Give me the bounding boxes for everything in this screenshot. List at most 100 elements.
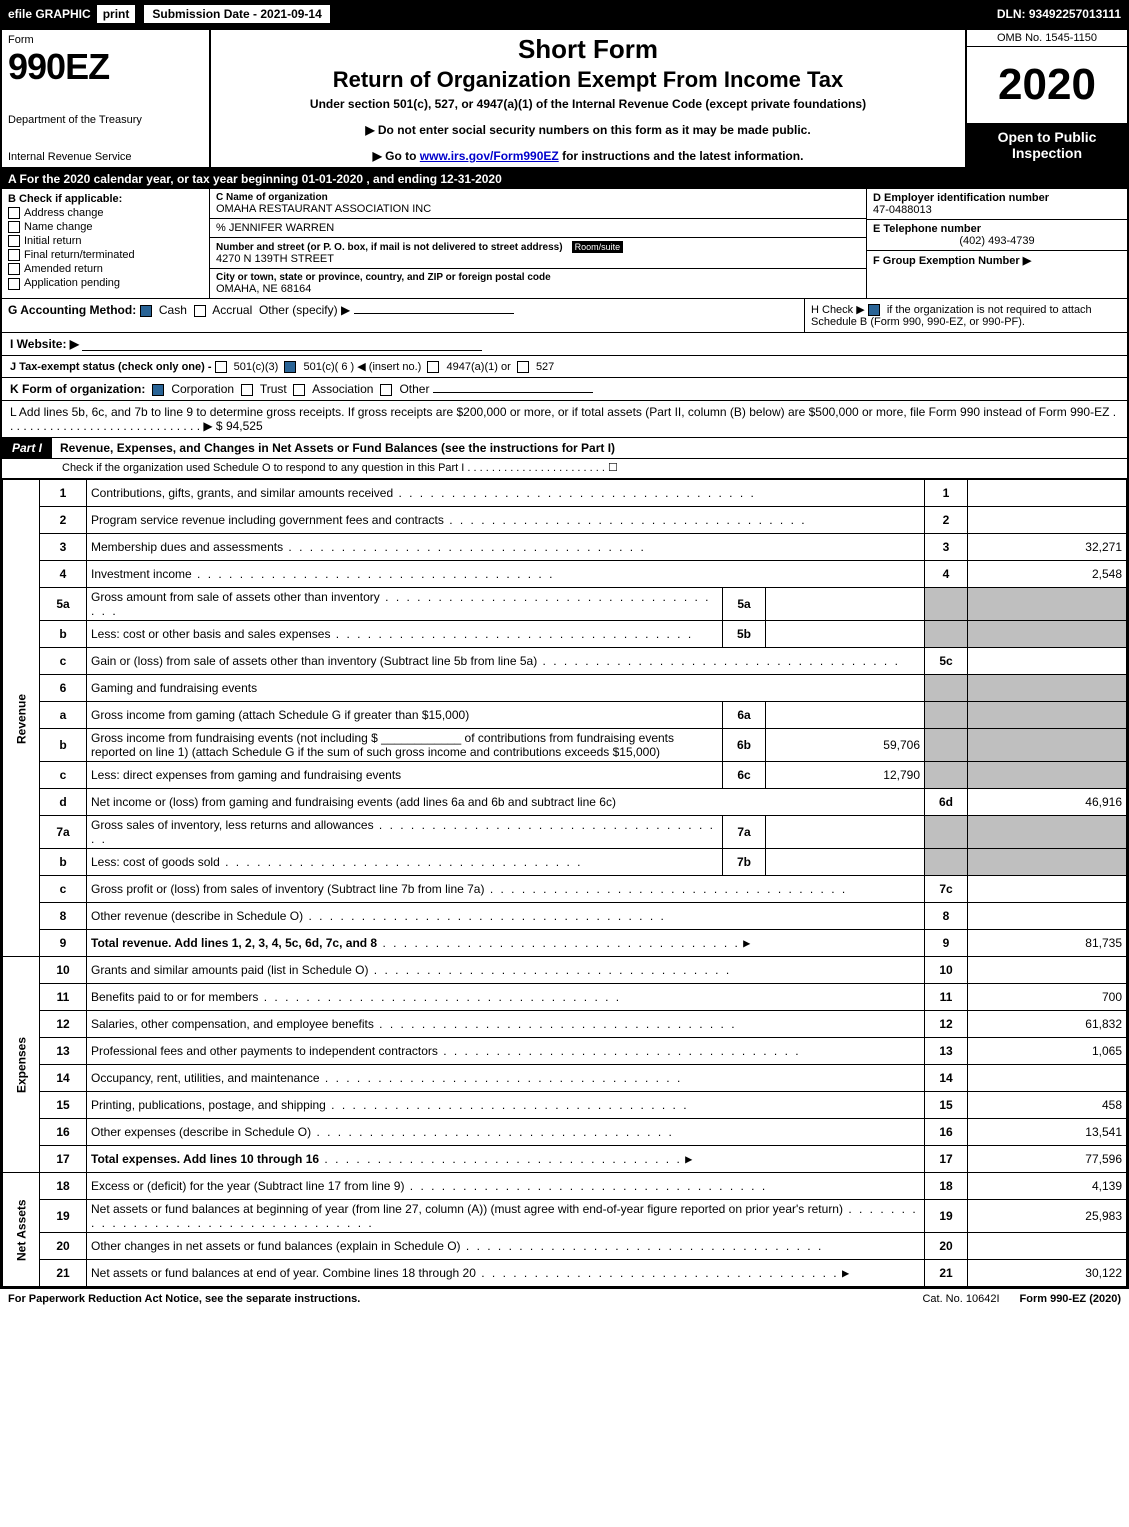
grey-cell	[925, 849, 968, 876]
checkbox-name-change[interactable]	[8, 221, 20, 233]
section-k: K Form of organization: Corporation Trus…	[2, 378, 1127, 401]
line-rnum: 3	[925, 534, 968, 561]
website-label: I Website: ▶	[10, 337, 79, 351]
irs-link[interactable]: www.irs.gov/Form990EZ	[420, 149, 559, 163]
line-num: 11	[40, 984, 87, 1011]
print-button[interactable]: print	[97, 5, 136, 23]
checkbox-501c[interactable]	[284, 361, 296, 373]
line-amount: 458	[968, 1092, 1127, 1119]
website-input[interactable]	[82, 338, 482, 351]
line-rnum: 7c	[925, 876, 968, 903]
line-num: c	[40, 762, 87, 789]
checkbox-527[interactable]	[517, 361, 529, 373]
phone-label: E Telephone number	[873, 223, 1121, 235]
line-desc: Net assets or fund balances at beginning…	[91, 1202, 843, 1216]
part-i-title: Revenue, Expenses, and Changes in Net As…	[60, 441, 1127, 455]
checkbox-trust[interactable]	[241, 384, 253, 396]
line-num: b	[40, 849, 87, 876]
line-num: 3	[40, 534, 87, 561]
title-short-form: Short Form	[219, 34, 957, 65]
line-desc: Total expenses. Add lines 10 through 16	[91, 1152, 319, 1166]
line-num: b	[40, 729, 87, 762]
instr-pre: ▶ Go to	[373, 149, 420, 163]
form-header: Form 990EZ Department of the Treasury In…	[2, 30, 1127, 169]
line-num: c	[40, 648, 87, 675]
section-h: H Check ▶ if the organization is not req…	[804, 299, 1127, 332]
j-label: J Tax-exempt status (check only one) -	[10, 361, 212, 373]
opt-trust: Trust	[260, 382, 287, 396]
sub-num: 6a	[723, 702, 766, 729]
checkbox-address-change[interactable]	[8, 207, 20, 219]
header-left: Form 990EZ Department of the Treasury In…	[2, 30, 211, 167]
section-g: G Accounting Method: Cash Accrual Other …	[2, 299, 804, 332]
line-num: 10	[40, 957, 87, 984]
arrow-icon: ▶	[685, 1152, 692, 1166]
grey-cell	[925, 675, 968, 702]
org-name-label: C Name of organization	[216, 192, 860, 203]
checkbox-accrual[interactable]	[194, 305, 206, 317]
checkbox-assoc[interactable]	[293, 384, 305, 396]
checkbox-initial-return[interactable]	[8, 235, 20, 247]
checkbox-amended[interactable]	[8, 263, 20, 275]
checkbox-501c3[interactable]	[215, 361, 227, 373]
line-rnum: 21	[925, 1260, 968, 1287]
grey-cell	[968, 675, 1127, 702]
line-rnum: 1	[925, 480, 968, 507]
line-rnum: 18	[925, 1173, 968, 1200]
grey-cell	[925, 702, 968, 729]
sub-val	[766, 621, 925, 648]
ein-value: 47-0488013	[873, 204, 1121, 216]
line-rnum: 5c	[925, 648, 968, 675]
line-desc: Gaming and fundraising events	[87, 675, 925, 702]
line-desc: Other revenue (describe in Schedule O)	[91, 909, 303, 923]
line-amount	[968, 903, 1127, 930]
line-rnum: 13	[925, 1038, 968, 1065]
grey-cell	[925, 621, 968, 648]
line-amount: 700	[968, 984, 1127, 1011]
checkbox-other-org[interactable]	[380, 384, 392, 396]
grey-cell	[968, 621, 1127, 648]
dept-treasury: Department of the Treasury	[8, 114, 203, 126]
line-desc: Benefits paid to or for members	[91, 990, 258, 1004]
checkbox-pending[interactable]	[8, 278, 20, 290]
line-num: 6	[40, 675, 87, 702]
line-desc: Other expenses (describe in Schedule O)	[91, 1125, 311, 1139]
top-bar: efile GRAPHIC print Submission Date - 20…	[0, 0, 1129, 28]
checkbox-schedule-b[interactable]	[868, 304, 880, 316]
sub-val	[766, 816, 925, 849]
k-label: K Form of organization:	[10, 382, 145, 396]
efile-label: efile GRAPHIC	[8, 7, 91, 21]
section-b: B Check if applicable: Address change Na…	[2, 189, 210, 298]
opt-cash: Cash	[159, 303, 187, 317]
line-num: 17	[40, 1146, 87, 1173]
section-j: J Tax-exempt status (check only one) - 5…	[2, 356, 1127, 378]
footer-right: Form 990-EZ (2020)	[1020, 1293, 1121, 1305]
line-desc: Total revenue. Add lines 1, 2, 3, 4, 5c,…	[91, 936, 377, 950]
checkbox-final-return[interactable]	[8, 249, 20, 261]
line-amount: 46,916	[968, 789, 1127, 816]
room-suite-label: Room/suite	[572, 241, 624, 253]
checkbox-cash[interactable]	[140, 305, 152, 317]
line-num: 4	[40, 561, 87, 588]
line-desc: Investment income	[91, 567, 192, 581]
arrow-icon: ▶	[842, 1266, 849, 1280]
form-table: Revenue 1 Contributions, gifts, grants, …	[2, 479, 1127, 1287]
line-desc: Professional fees and other payments to …	[91, 1044, 438, 1058]
line-rnum: 10	[925, 957, 968, 984]
footer-center: Cat. No. 10642I	[922, 1293, 999, 1305]
arrow-icon: ▶	[743, 936, 750, 950]
line-rnum: 20	[925, 1233, 968, 1260]
checkbox-4947[interactable]	[427, 361, 439, 373]
line-amount	[968, 1233, 1127, 1260]
grey-cell	[968, 762, 1127, 789]
line-amount: 81,735	[968, 930, 1127, 957]
line-num: 5a	[40, 588, 87, 621]
opt-assoc: Association	[312, 382, 373, 396]
tax-year-bar: A For the 2020 calendar year, or tax yea…	[2, 169, 1127, 189]
line-amount: 32,271	[968, 534, 1127, 561]
checkbox-corp[interactable]	[152, 384, 164, 396]
sub-num: 6c	[723, 762, 766, 789]
title-return: Return of Organization Exempt From Incom…	[219, 67, 957, 93]
line-desc: Gross sales of inventory, less returns a…	[91, 818, 374, 832]
line-rnum: 4	[925, 561, 968, 588]
